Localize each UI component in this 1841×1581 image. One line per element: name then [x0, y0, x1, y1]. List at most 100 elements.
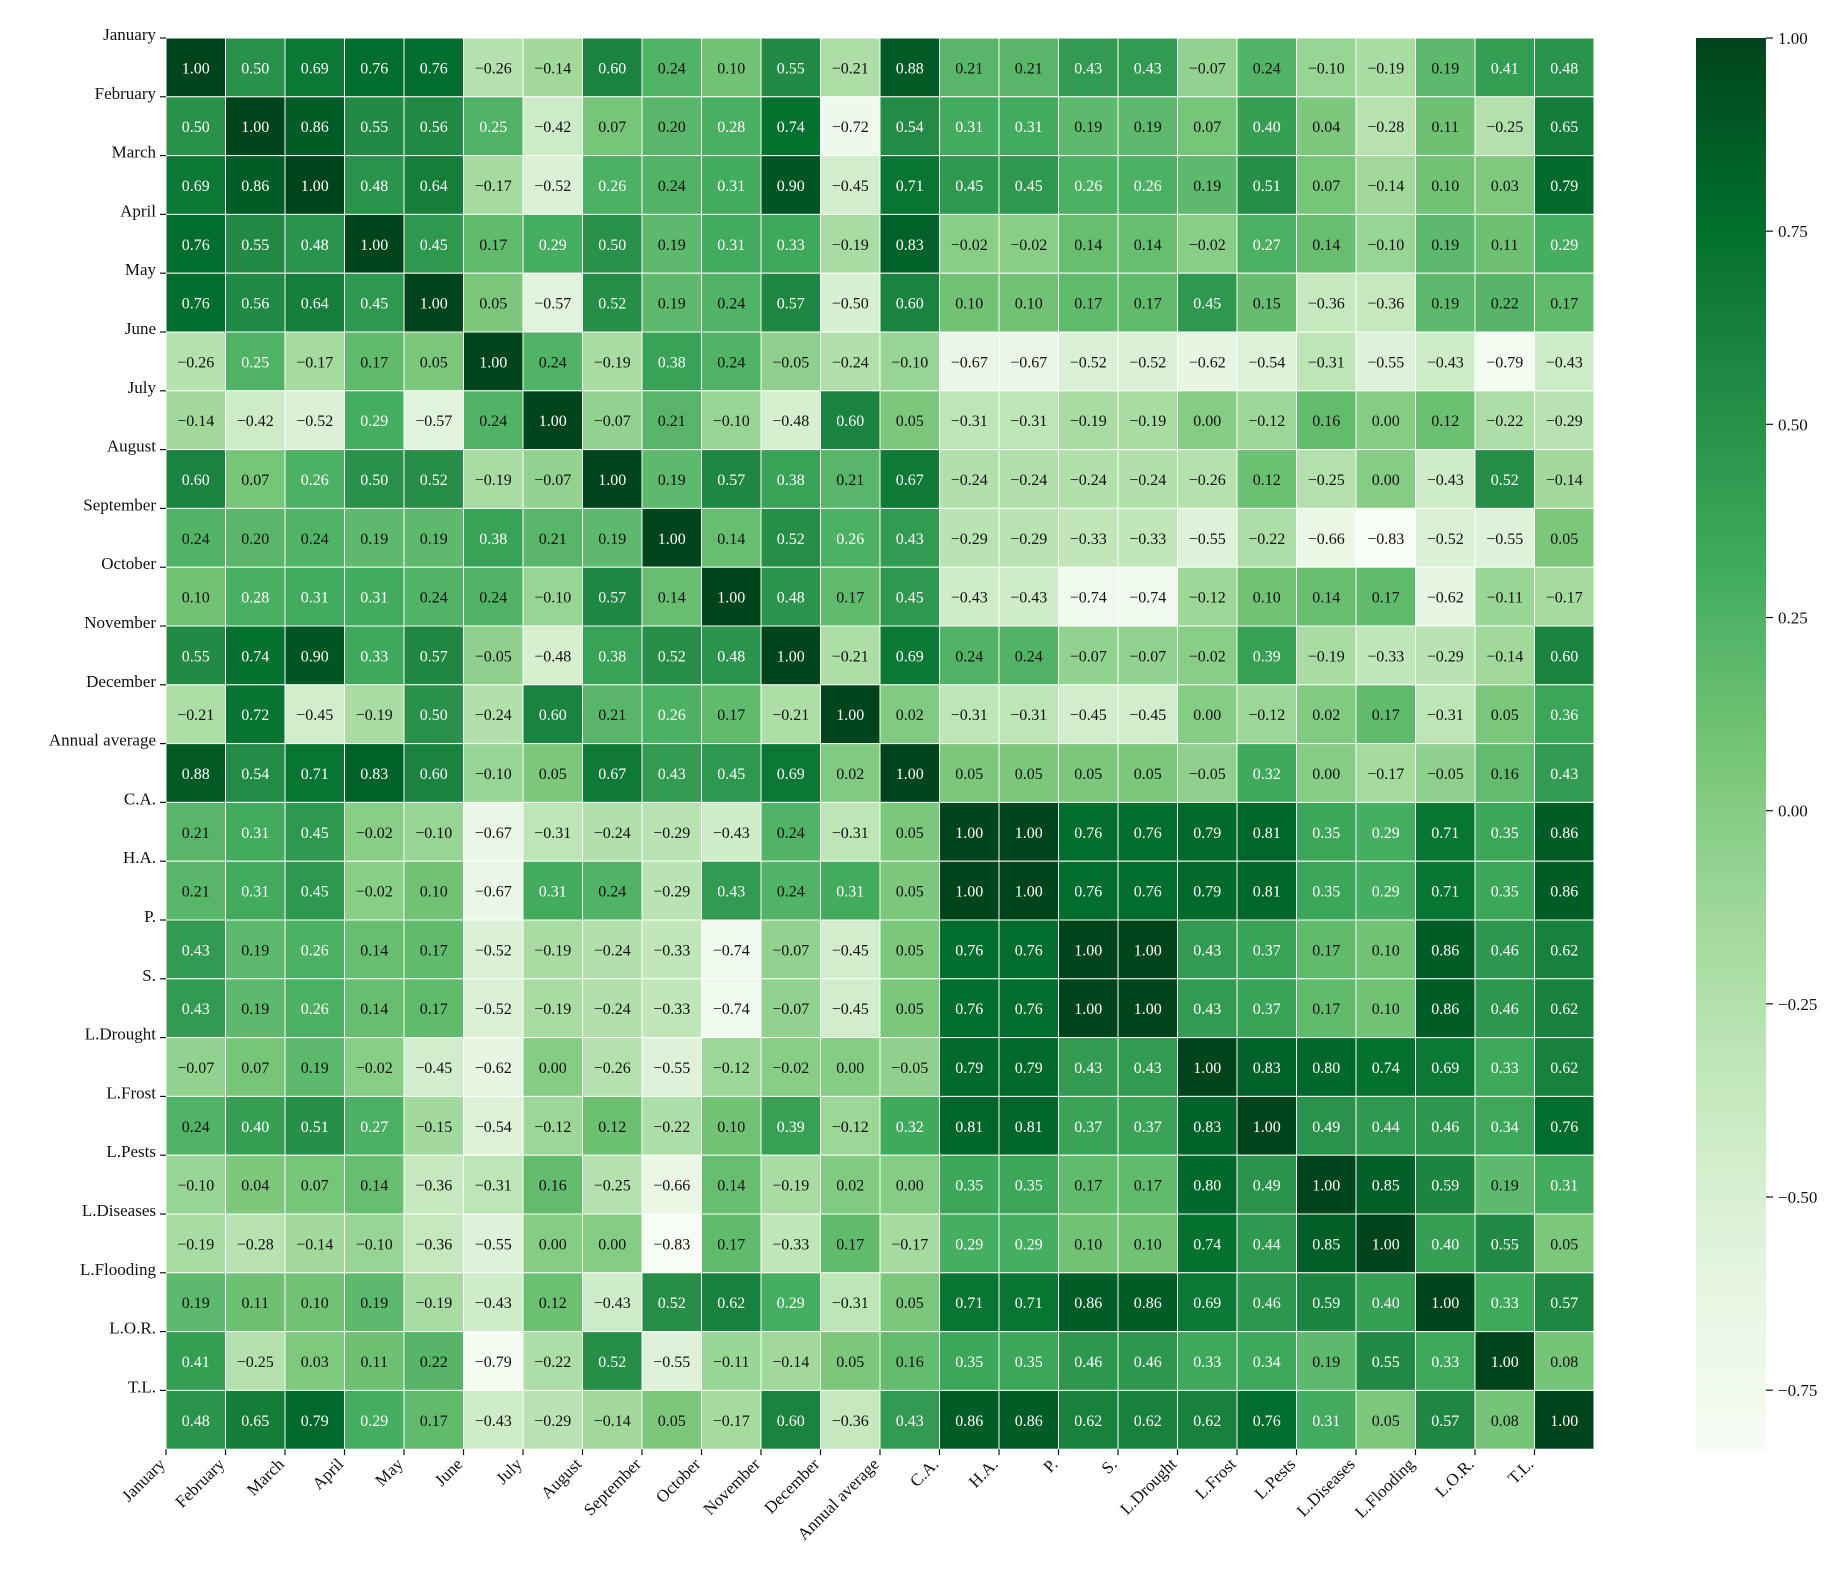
colorbar-tick-label: 0.25: [1778, 609, 1808, 628]
cell-value-label: −0.31: [1308, 354, 1345, 371]
cell-value-label: 0.12: [1253, 472, 1281, 489]
cell-value-label: 0.62: [1134, 1413, 1162, 1430]
cell-value-label: −0.79: [475, 1354, 512, 1371]
cell-value-label: 0.38: [658, 354, 686, 371]
cell-value-label: 1.00: [777, 648, 805, 665]
cell-value-label: 1.00: [182, 60, 210, 77]
cell-value-label: −0.62: [1189, 354, 1226, 371]
cell-value-label: −0.29: [1427, 648, 1464, 665]
cell-value-label: 0.29: [1015, 1236, 1043, 1253]
heatmap-cell: [1534, 449, 1595, 509]
heatmap-cell: [1117, 801, 1178, 862]
cell-value-label: −0.19: [534, 942, 571, 959]
cell-value-label: 0.50: [598, 237, 626, 254]
heatmap-cell: [1236, 978, 1297, 1039]
cell-value-label: 0.25: [479, 119, 507, 136]
cell-value-label: 0.02: [896, 707, 924, 724]
cell-value-label: 0.52: [658, 1295, 686, 1312]
cell-value-label: 0.74: [241, 648, 269, 665]
cell-value-label: 0.39: [777, 1119, 805, 1136]
heatmap-cell: [225, 566, 286, 627]
cell-value-label: 0.79: [301, 1413, 329, 1430]
heatmap-cell: [1117, 1272, 1178, 1333]
cell-value-label: −0.05: [891, 1060, 928, 1077]
heatmap-cell: [701, 566, 762, 627]
heatmap-cell: [1534, 213, 1595, 274]
heatmap-cell: [463, 331, 524, 392]
y-tick-label-l-drought: L.Drought: [85, 1025, 157, 1044]
heatmap-cell: [403, 1154, 464, 1215]
heatmap-cell: [1236, 625, 1297, 686]
heatmap-cell: [1534, 919, 1595, 980]
cell-value-label: 0.24: [658, 60, 686, 77]
heatmap-cell: [879, 96, 940, 157]
heatmap-cell: [1177, 684, 1238, 745]
cell-value-label: 0.45: [420, 237, 448, 254]
cell-value-label: 0.05: [539, 766, 567, 783]
heatmap-cell: [998, 1389, 1059, 1450]
cell-value-label: 0.21: [658, 413, 686, 430]
heatmap-cell: [1236, 37, 1297, 98]
heatmap-cell: [1296, 155, 1357, 215]
heatmap-cell: [1117, 743, 1178, 803]
cell-value-label: −0.43: [1546, 354, 1583, 371]
cell-value-label: −0.74: [1070, 590, 1107, 607]
cell-value-label: 0.62: [1074, 1413, 1102, 1430]
cell-value-label: −0.83: [653, 1236, 690, 1253]
heatmap-cell: [1355, 507, 1416, 568]
cell-value-label: 0.21: [598, 707, 626, 724]
heatmap-cell: [820, 1331, 881, 1391]
cell-value-label: −0.55: [1486, 531, 1523, 548]
cell-value-label: 0.81: [1253, 884, 1281, 901]
cell-value-label: 0.76: [182, 237, 210, 254]
cell-value-label: 0.48: [360, 178, 388, 195]
heatmap-cell: [1117, 684, 1178, 745]
cell-value-label: −0.33: [653, 942, 690, 959]
heatmap-cell: [1236, 860, 1297, 921]
cell-value-label: −0.29: [1546, 413, 1583, 430]
cell-value-label: 1.00: [539, 413, 567, 430]
cell-value-label: 0.05: [896, 884, 924, 901]
x-tick-label-t-l: T.L.: [1504, 1455, 1537, 1488]
cell-value-label: 0.00: [539, 1060, 567, 1077]
heatmap-cell: [463, 155, 524, 215]
heatmap-cell: [522, 978, 583, 1039]
heatmap-cell: [1534, 1272, 1595, 1333]
heatmap-cell: [701, 390, 762, 451]
cell-value-label: 0.62: [717, 1295, 745, 1312]
cell-value-label: 0.46: [1134, 1354, 1162, 1371]
cell-value-label: 1.00: [1015, 884, 1043, 901]
cell-value-label: 0.17: [1550, 296, 1578, 313]
cell-value-label: 0.04: [1312, 119, 1340, 136]
cell-value-label: 0.81: [955, 1119, 983, 1136]
cell-value-label: 0.17: [717, 707, 745, 724]
heatmap-cell: [701, 1037, 762, 1097]
cell-value-label: −0.31: [832, 825, 869, 842]
heatmap-cell: [1296, 1389, 1357, 1450]
heatmap-cell: [1534, 684, 1595, 745]
heatmap-cell: [939, 684, 1000, 745]
cell-value-label: 0.35: [1312, 884, 1340, 901]
x-tick-label-c-a: C.A.: [906, 1455, 942, 1491]
cell-value-label: −0.43: [594, 1295, 631, 1312]
cell-value-label: 0.10: [717, 60, 745, 77]
cell-value-label: 1.00: [1074, 942, 1102, 959]
heatmap-cell: [1296, 507, 1357, 568]
cell-value-label: 0.83: [1253, 1060, 1281, 1077]
heatmap-cell: [582, 449, 643, 509]
cell-value-label: −0.07: [1129, 648, 1166, 665]
heatmap-cell: [1296, 978, 1357, 1039]
heatmap-cell: [522, 1154, 583, 1215]
heatmap-cell: [641, 331, 702, 392]
cell-value-label: 0.29: [1372, 825, 1400, 842]
cell-value-label: 0.60: [836, 413, 864, 430]
heatmap-cell: [1355, 1213, 1416, 1274]
heatmap-cell: [879, 1037, 940, 1097]
heatmap-cell: [225, 507, 286, 568]
heatmap-cell: [522, 331, 583, 392]
cell-value-label: 0.19: [658, 237, 686, 254]
cell-value-label: 0.35: [1312, 825, 1340, 842]
heatmap-cell: [1534, 96, 1595, 157]
heatmap-cell: [701, 331, 762, 392]
heatmap-cell: [1117, 1389, 1178, 1450]
